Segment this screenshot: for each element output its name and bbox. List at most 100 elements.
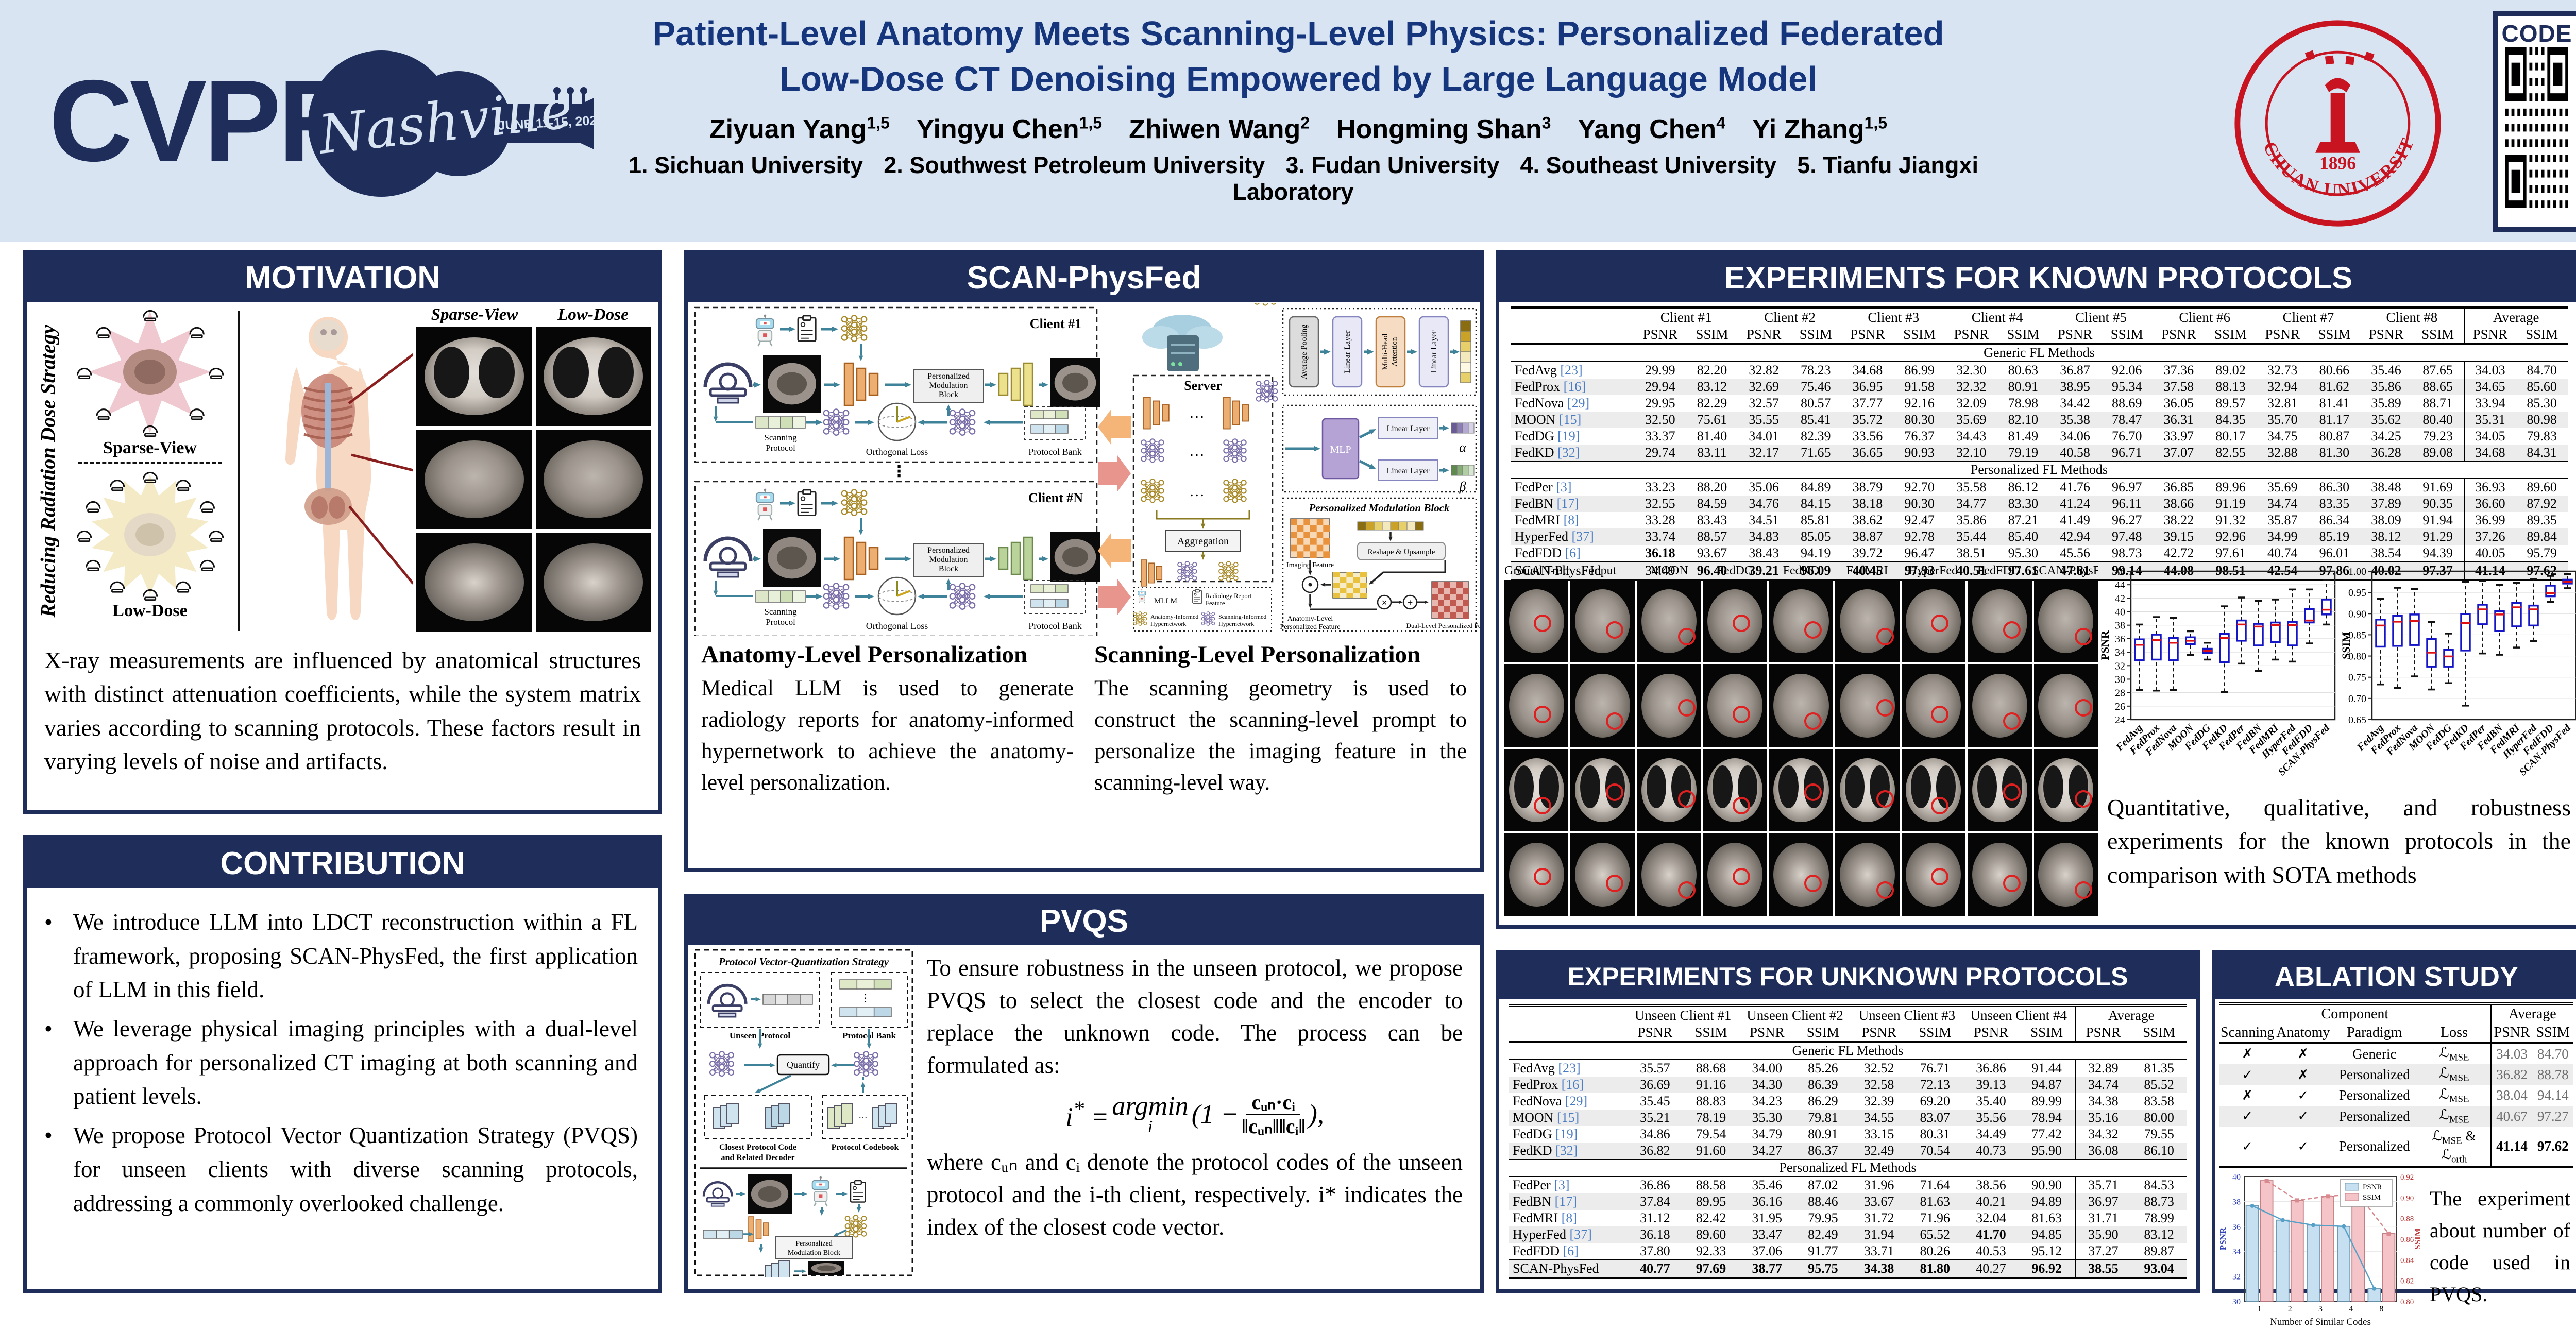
- svg-text:8: 8: [2379, 1305, 2383, 1314]
- svg-text:Block: Block: [939, 390, 958, 399]
- svg-text:Linear Layer: Linear Layer: [1343, 330, 1352, 373]
- svg-text:Hypernetwork: Hypernetwork: [1150, 620, 1186, 627]
- author: Hongming Shan3: [1336, 114, 1551, 144]
- svg-text:32: 32: [2115, 660, 2125, 672]
- svg-text:SSIM: SSIM: [2342, 632, 2352, 659]
- svg-text:38: 38: [2232, 1198, 2241, 1207]
- method-image-label: FedFDD: [1966, 564, 2032, 578]
- svg-text:1: 1: [2258, 1305, 2262, 1314]
- sparse-view-label: Sparse-View: [103, 438, 197, 458]
- ct-image: [536, 430, 652, 529]
- svg-text:MLLM: MLLM: [1154, 597, 1177, 605]
- rotated-axis-label: Reducing Radiation Dose Strategy: [36, 325, 60, 617]
- svg-text:1.00: 1.00: [2348, 566, 2366, 577]
- qr-code-box: CODE: [2493, 11, 2576, 232]
- ct-result-thumbnail: [1637, 749, 1701, 831]
- low-dose-label: Low-Dose: [112, 601, 187, 621]
- svg-text:Anatomy-Informed: Anatomy-Informed: [1150, 613, 1198, 620]
- svg-text:SSIM: SSIM: [2413, 1229, 2422, 1250]
- ct-result-thumbnail: [1703, 580, 1767, 662]
- ct-result-thumbnail: [1769, 749, 1833, 831]
- ct-result-thumbnail: [2034, 749, 2098, 831]
- ct-result-thumbnail: [1769, 664, 1833, 747]
- svg-text:44: 44: [2115, 579, 2125, 591]
- svg-text:Feature: Feature: [1206, 600, 1225, 607]
- pvqs-codes-bar-chart: 3032343638400.800.820.840.860.880.900.92…: [2218, 1169, 2425, 1330]
- ct-result-thumbnail: [1504, 580, 1568, 662]
- svg-text:Protocol: Protocol: [766, 617, 795, 627]
- ct-result-thumbnail: [2034, 664, 2098, 747]
- ct-result-thumbnail: [1902, 749, 1965, 831]
- svg-text:Modulation Block: Modulation Block: [788, 1249, 840, 1257]
- svg-text:32: 32: [2232, 1273, 2241, 1282]
- pvqs-panel: PVQS Protocol Vector-Quantization Strate…: [684, 894, 1484, 1293]
- svg-text:MLP: MLP: [1330, 444, 1351, 455]
- svg-text:0.65: 0.65: [2348, 714, 2366, 726]
- svg-text:Linear Layer: Linear Layer: [1386, 467, 1430, 475]
- svg-text:0.95: 0.95: [2348, 587, 2366, 599]
- ct-result-thumbnail: [1504, 749, 1568, 831]
- motivation-text: X-ray measurements are influenced by ana…: [27, 636, 658, 778]
- svg-text:0.88: 0.88: [2400, 1215, 2414, 1223]
- affiliation: 3. Fudan University: [1285, 152, 1499, 178]
- vertical-divider: [238, 311, 240, 631]
- dose-strategy-column: Sparse-View Low-Dose: [65, 305, 235, 636]
- svg-text:Personalized: Personalized: [795, 1240, 833, 1248]
- motivation-title: MOTIVATION: [27, 253, 658, 302]
- pvqs-title: PVQS: [688, 897, 1480, 945]
- known-protocols-caption: Quantitative, qualitative, and robustnes…: [2107, 791, 2571, 892]
- ct-result-thumbnail: [1703, 749, 1767, 831]
- ct-image: [416, 533, 532, 632]
- svg-text:PSNR: PSNR: [2101, 630, 2111, 660]
- svg-text:Protocol Bank: Protocol Bank: [1028, 621, 1082, 631]
- dashed-divider: [78, 462, 223, 464]
- title-block: Patient-Level Anatomy Meets Scanning-Lev…: [582, 11, 2014, 206]
- svg-text:Personalized: Personalized: [927, 372, 970, 381]
- scan-physfed-descriptions: Anatomy-Level Personalization Medical LL…: [688, 636, 1480, 798]
- ct-image: [416, 430, 532, 529]
- svg-text:Average Pooling: Average Pooling: [1300, 325, 1309, 380]
- svg-text:Closest Protocol Code: Closest Protocol Code: [719, 1143, 796, 1152]
- ssim-boxplot: 0.650.700.750.800.850.900.951.00FedAvgFe…: [2342, 566, 2576, 782]
- ct-result-thumbnail: [1769, 580, 1833, 662]
- author: Ziyuan Yang1,5: [709, 114, 890, 144]
- ablation-note: The experiment about number of code used…: [2425, 1169, 2574, 1330]
- poster-title-line1: Patient-Level Anatomy Meets Scanning-Lev…: [582, 11, 2014, 57]
- svg-text:Reshape & Upsample: Reshape & Upsample: [1368, 548, 1435, 556]
- svg-text:⋮: ⋮: [860, 993, 871, 1004]
- svg-text:…: …: [1189, 404, 1205, 421]
- qr-code: [2505, 47, 2568, 208]
- motivation-figure: Reducing Radiation Dose Strategy Sparse-…: [27, 302, 658, 636]
- method-image-label: Input: [1570, 564, 1636, 578]
- ct-result-thumbnail: [1902, 833, 1965, 916]
- ct-result-thumbnail: [1968, 833, 2031, 916]
- sichuan-university-seal: SICHUAN UNIVERSITY1896: [2231, 16, 2445, 230]
- ct-result-thumbnail: [1835, 749, 1899, 831]
- svg-text:α: α: [1459, 440, 1467, 455]
- svg-text:Orthogonal Loss: Orthogonal Loss: [866, 621, 928, 631]
- svg-text:0.82: 0.82: [2400, 1277, 2414, 1286]
- svg-text:0.75: 0.75: [2348, 672, 2366, 684]
- scanning-personalization-heading: Scanning-Level Personalization: [1094, 641, 1467, 669]
- svg-text:0.80: 0.80: [2400, 1298, 2414, 1306]
- contribution-panel: CONTRIBUTION •We introduce LLM into LDCT…: [23, 835, 662, 1293]
- svg-text:1896: 1896: [2319, 152, 2356, 173]
- svg-text:Server: Server: [1184, 378, 1222, 393]
- svg-text:Aggregation: Aggregation: [1177, 536, 1229, 547]
- svg-text:36: 36: [2232, 1223, 2241, 1232]
- method-image-label: Ground Truth: [1504, 564, 1570, 578]
- psnr-boxplot: 242628303234363840424446FedAvgFedProxFed…: [2101, 566, 2338, 782]
- svg-text:0.90: 0.90: [2400, 1195, 2414, 1203]
- svg-text:2: 2: [2288, 1305, 2292, 1314]
- svg-text:Orthogonal Loss: Orthogonal Loss: [866, 447, 928, 457]
- svg-text:0.90: 0.90: [2348, 608, 2366, 620]
- anatomy-personalization-heading: Anatomy-Level Personalization: [701, 641, 1074, 669]
- svg-text:Number of Similar Codes: Number of Similar Codes: [2270, 1317, 2371, 1327]
- method-image-label: SCAN-PhysFed: [2032, 564, 2098, 578]
- svg-text:38: 38: [2115, 620, 2125, 632]
